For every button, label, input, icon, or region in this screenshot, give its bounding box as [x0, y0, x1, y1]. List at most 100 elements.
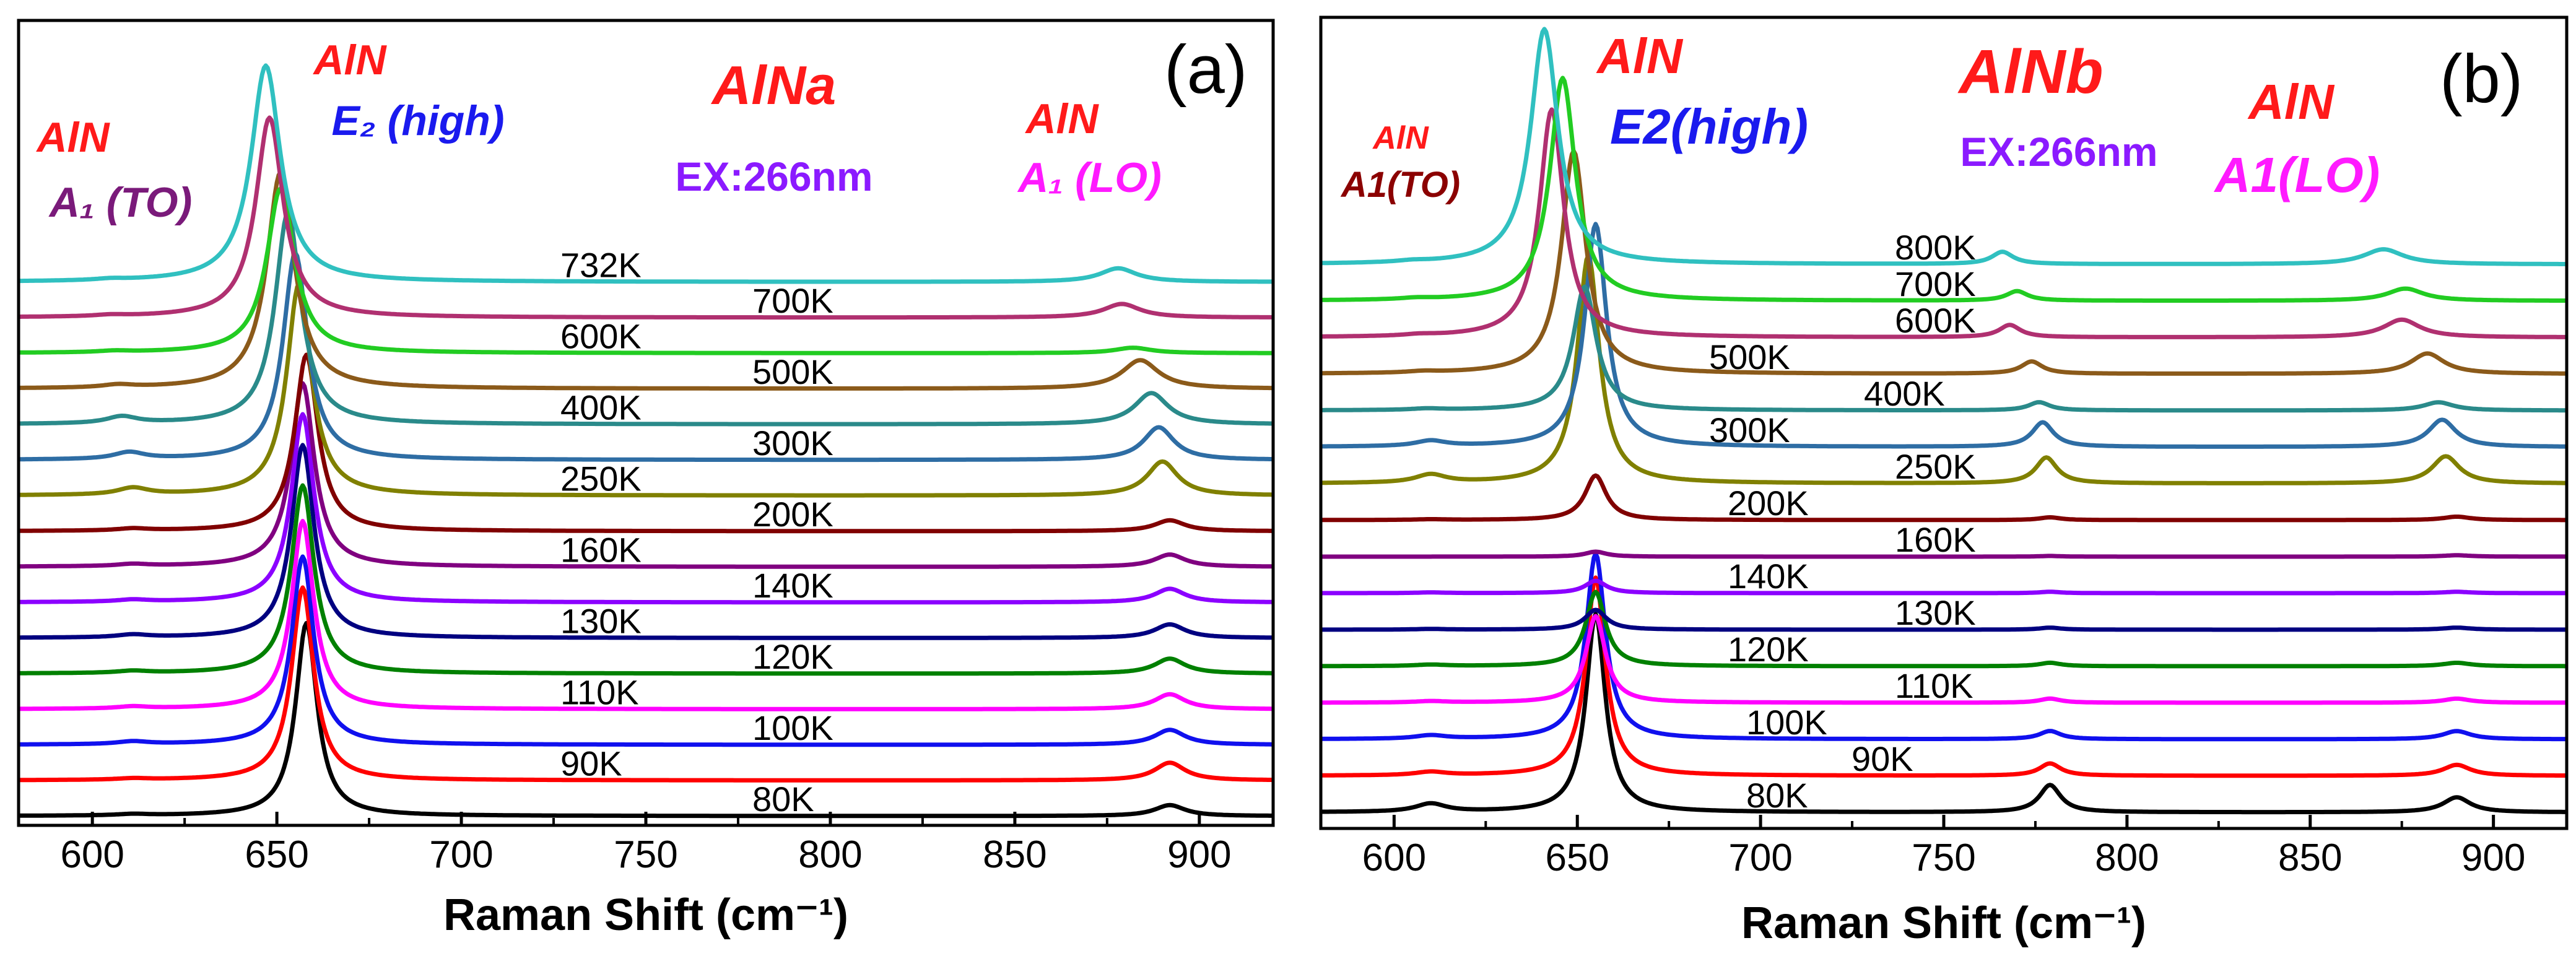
- mode-bottom-a-1: E₂ (high): [332, 97, 505, 144]
- temperature-label-130K: 130K: [1895, 593, 1976, 632]
- temperature-label-200K: 200K: [752, 495, 833, 534]
- mode-bottom-a-0: A₁ (TO): [48, 179, 192, 226]
- traces-panel-b: [1320, 27, 2567, 815]
- spectrum-line-250K: [18, 281, 1274, 498]
- spectrum-line-500K: [18, 170, 1274, 391]
- temperature-label-100K: 100K: [1746, 703, 1827, 742]
- spectrum-line-200K: [18, 352, 1274, 534]
- spectrum-line-700K: [1320, 76, 2567, 303]
- spectrum-line-400K: [18, 210, 1274, 427]
- spectrum-line-732K: [18, 63, 1274, 284]
- plot-frame-b: [1319, 15, 2569, 830]
- spectrum-line-120K: [18, 483, 1274, 676]
- temperature-label-110K: 110K: [560, 673, 639, 712]
- excitation-label-b: EX:266nm: [1960, 129, 2157, 175]
- x-tick-label-700: 700: [1728, 836, 1792, 879]
- temperature-label-100K: 100K: [752, 708, 833, 747]
- x-tick-label-700: 700: [429, 833, 493, 876]
- temperature-label-90K: 90K: [1852, 739, 1913, 778]
- spectrum-line-400K: [1320, 284, 2567, 413]
- spectrum-line-90K: [18, 585, 1274, 783]
- x-tick-label-600: 600: [1362, 836, 1426, 879]
- temperature-label-500K: 500K: [1709, 337, 1790, 376]
- temperature-label-400K: 400K: [560, 388, 642, 427]
- temperature-label-140K: 140K: [752, 566, 833, 605]
- temperature-label-140K: 140K: [1728, 557, 1809, 596]
- spectrum-line-130K: [18, 443, 1274, 640]
- spectrum-line-800K: [1320, 27, 2567, 266]
- excitation-label-a: EX:266nm: [675, 154, 872, 199]
- sample-title-a: AlNa: [711, 54, 837, 116]
- spectrum-line-200K: [1320, 473, 2567, 523]
- temperature-label-500K: 500K: [752, 352, 833, 391]
- temperature-label-90K: 90K: [560, 744, 622, 783]
- spectrum-line-130K: [1320, 607, 2567, 632]
- spectrum-line-160K: [1320, 549, 2567, 559]
- spectrum-line-300K: [18, 250, 1274, 463]
- x-tick-label-600: 600: [60, 833, 124, 876]
- temperature-label-700K: 700K: [752, 281, 833, 320]
- temperature-labels-panel-b: 80K 90K 100K 110K 120K 130K 140K 160K 200K 250K 30…: [1709, 228, 1976, 815]
- x-tick-label-800: 800: [2095, 836, 2159, 879]
- spectrum-line-140K: [18, 412, 1274, 605]
- temperature-label-300K: 300K: [752, 424, 833, 463]
- temperature-label-600K: 600K: [560, 317, 642, 356]
- mode-top-a-1: AlN: [312, 37, 387, 84]
- mode-bottom-a-2: A₁ (LO): [1017, 154, 1162, 201]
- temperature-labels-panel-a: 80K 90K 100K 110K 120K 130K 140K 160K 200K 250K 30…: [560, 246, 833, 819]
- spectrum-line-110K: [1320, 614, 2567, 705]
- mode-top-a-2: AlN: [1024, 95, 1099, 142]
- temperature-label-600K: 600K: [1895, 301, 1976, 340]
- spectrum-line-120K: [1320, 589, 2567, 669]
- x-axis-label-b: Raman Shift (cm⁻¹): [1741, 898, 2146, 948]
- temperature-label-200K: 200K: [1728, 484, 1809, 523]
- mode-top-b-2: AlN: [2247, 74, 2335, 129]
- x-tick-label-850: 850: [983, 833, 1046, 876]
- spectrum-line-500K: [1320, 149, 2567, 376]
- panel-label-b: (b): [2440, 41, 2523, 117]
- chart-panel-a: 600 650 700 750 800 850 900 80K 90K 100K 110K 120K…: [17, 19, 1275, 940]
- temperature-label-300K: 300K: [1709, 411, 1790, 450]
- mode-bottom-b-1: E2(high): [1610, 99, 1808, 154]
- spectrum-line-80K: [18, 620, 1274, 819]
- ticks-panel-a: 600 650 700 750 800 850 900: [60, 812, 1232, 876]
- x-tick-label-650: 650: [245, 833, 308, 876]
- panel-label-a: (a): [1164, 32, 1247, 108]
- mode-bottom-b-2: A1(LO): [2214, 147, 2380, 202]
- x-tick-label-900: 900: [1167, 833, 1231, 876]
- x-tick-label-850: 850: [2278, 836, 2342, 879]
- temperature-label-130K: 130K: [560, 602, 642, 641]
- temperature-label-160K: 160K: [560, 531, 642, 570]
- temperature-label-120K: 120K: [1728, 630, 1809, 669]
- mode-top-b-0: AlN: [1372, 120, 1429, 156]
- temperature-label-80K: 80K: [752, 780, 814, 819]
- spectrum-line-110K: [18, 519, 1274, 711]
- spectrum-line-100K: [18, 554, 1274, 747]
- chart-panel-b: 600 650 700 750 800 850 900 80K 90K 100K 110K 120K…: [1319, 15, 2569, 948]
- sample-title-b: AlNb: [1957, 37, 2103, 106]
- mode-top-a-0: AlN: [35, 114, 110, 161]
- spectrum-line-600K: [1320, 107, 2567, 339]
- mode-bottom-b-0: A1(TO): [1340, 165, 1460, 205]
- x-tick-label-650: 650: [1546, 836, 1609, 879]
- x-tick-label-900: 900: [2461, 836, 2525, 879]
- temperature-label-110K: 110K: [1895, 666, 1973, 705]
- spectrum-line-600K: [18, 186, 1274, 355]
- temperature-label-160K: 160K: [1895, 520, 1976, 559]
- temperature-label-700K: 700K: [1895, 264, 1976, 303]
- mode-top-b-1: AlN: [1596, 28, 1684, 84]
- spectrum-line-160K: [18, 381, 1274, 569]
- x-tick-label-800: 800: [798, 833, 862, 876]
- temperature-label-250K: 250K: [1895, 447, 1976, 486]
- ticks-panel-b: 600 650 700 750 800 850 900: [1362, 815, 2525, 879]
- spectrum-line-300K: [1320, 222, 2567, 449]
- spectrum-line-80K: [1320, 612, 2567, 815]
- temperature-label-732K: 732K: [560, 246, 642, 285]
- temperature-label-120K: 120K: [752, 637, 833, 676]
- x-tick-label-750: 750: [1912, 836, 1975, 879]
- temperature-label-250K: 250K: [560, 459, 642, 498]
- x-axis-label-a: Raman Shift (cm⁻¹): [443, 890, 848, 940]
- traces-panel-a: [18, 63, 1274, 819]
- temperature-label-800K: 800K: [1895, 228, 1976, 267]
